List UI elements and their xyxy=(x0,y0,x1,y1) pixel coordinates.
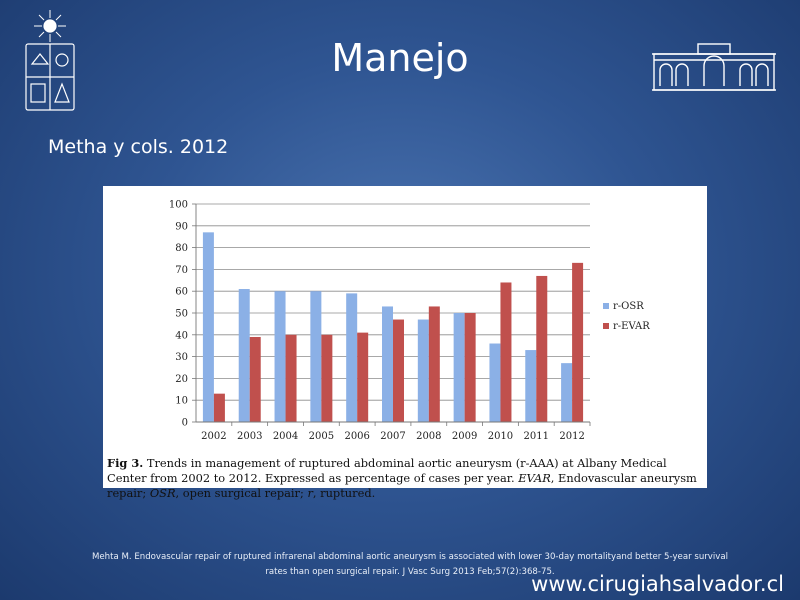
hospital-building-logo xyxy=(652,43,776,91)
ytick-label-10: 10 xyxy=(175,396,188,407)
ytick-label-20: 20 xyxy=(175,374,188,385)
caption-r-abbr: r xyxy=(307,486,313,500)
bar-r-OSR-2005 xyxy=(310,291,322,422)
bar-r-EVAR-2007 xyxy=(393,319,404,422)
reference-line-1: Mehta M. Endovascular repair of ruptured… xyxy=(91,552,729,562)
xtick-label-2012: 2012 xyxy=(559,431,584,442)
xtick-label-2005: 2005 xyxy=(309,431,334,442)
ytick-label-90: 90 xyxy=(175,221,188,232)
tick-labels: 0 10 20 30 40 50 60 70 80 90 100 2002 2003 2004 2005 20… xyxy=(169,200,585,443)
bar-r-EVAR-2011 xyxy=(536,275,548,422)
bar-r-OSR-2008 xyxy=(417,319,429,422)
ytick-label-50: 50 xyxy=(175,309,188,320)
bar-r-EVAR-2009 xyxy=(464,313,476,422)
xtick-label-2007: 2007 xyxy=(380,431,405,442)
xtick-label-2003: 2003 xyxy=(237,431,262,442)
bar-r-OSR-2004 xyxy=(274,291,286,422)
caption-evar-abbr: EVAR xyxy=(518,471,551,485)
slide-title: Manejo xyxy=(331,36,469,80)
bar-r-OSR-2003 xyxy=(238,289,250,422)
bar-r-EVAR-2004 xyxy=(285,334,297,422)
bar-r-OSR-2012 xyxy=(561,363,573,422)
ytick-label-80: 80 xyxy=(175,243,188,254)
xtick-label-2009: 2009 xyxy=(452,431,477,442)
bar-r-OSR-2006 xyxy=(346,293,358,422)
legend-label-r-EVAR: r-EVAR xyxy=(613,321,650,332)
website-url: www.cirugiahsalvador.cl xyxy=(531,572,784,596)
bar-r-EVAR-2003 xyxy=(249,336,261,422)
legend-swatch-r-OSR xyxy=(603,303,609,309)
xtick-label-2008: 2008 xyxy=(416,431,441,442)
bar-chart: 0 10 20 30 40 50 60 70 80 90 100 2002 2003 2004 2005 20… xyxy=(169,200,650,443)
legend-label-r-OSR: r-OSR xyxy=(613,301,644,312)
figure-panel: 0 10 20 30 40 50 60 70 80 90 100 2002 2003 2004 2005 20… xyxy=(103,186,707,500)
bars xyxy=(202,232,584,422)
figure-caption: Fig 3. Trends in management of ruptured … xyxy=(107,456,703,501)
bar-r-EVAR-2012 xyxy=(572,262,584,422)
ytick-label-0: 0 xyxy=(182,418,188,429)
slide-subtitle: Metha y cols. 2012 xyxy=(48,136,229,158)
ytick-label-60: 60 xyxy=(175,287,188,298)
bar-r-OSR-2009 xyxy=(453,313,465,422)
reference-line-2: rates than open surgical repair. J Vasc … xyxy=(265,567,555,577)
bar-r-OSR-2011 xyxy=(525,350,537,422)
ytick-label-70: 70 xyxy=(175,265,188,276)
bar-r-OSR-2002 xyxy=(202,232,214,422)
axes xyxy=(192,203,591,426)
caption-osr-abbr: OSR xyxy=(149,486,176,500)
university-crest-logo xyxy=(25,10,75,111)
caption-text-3: , open surgical repair; xyxy=(175,486,304,500)
bar-r-EVAR-2008 xyxy=(428,306,440,422)
xtick-label-2002: 2002 xyxy=(201,431,226,442)
xtick-label-2006: 2006 xyxy=(344,431,369,442)
bar-r-EVAR-2010 xyxy=(500,282,512,422)
ytick-label-100: 100 xyxy=(169,200,188,211)
xtick-label-2011: 2011 xyxy=(524,431,549,442)
caption-fig-label: Fig 3. xyxy=(107,456,144,470)
bar-r-EVAR-2002 xyxy=(213,393,225,422)
bar-r-OSR-2010 xyxy=(489,343,501,422)
caption-text-1: Trends in management of ruptured abdomin… xyxy=(107,456,667,485)
xtick-label-2010: 2010 xyxy=(488,431,513,442)
bar-r-OSR-2007 xyxy=(382,306,393,422)
bar-r-EVAR-2005 xyxy=(321,334,333,422)
legend: r-OSR r-EVAR xyxy=(603,301,650,332)
legend-swatch-r-EVAR xyxy=(603,323,609,329)
ytick-label-30: 30 xyxy=(175,352,188,363)
ytick-label-40: 40 xyxy=(175,330,188,341)
caption-text-2: , Endovascular aneurysm repair; xyxy=(107,471,697,500)
xtick-label-2004: 2004 xyxy=(273,431,298,442)
reference-citation: Mehta M. Endovascular repair of ruptured… xyxy=(60,550,760,580)
bar-r-EVAR-2006 xyxy=(357,332,369,422)
caption-text-4: , ruptured. xyxy=(312,486,376,500)
